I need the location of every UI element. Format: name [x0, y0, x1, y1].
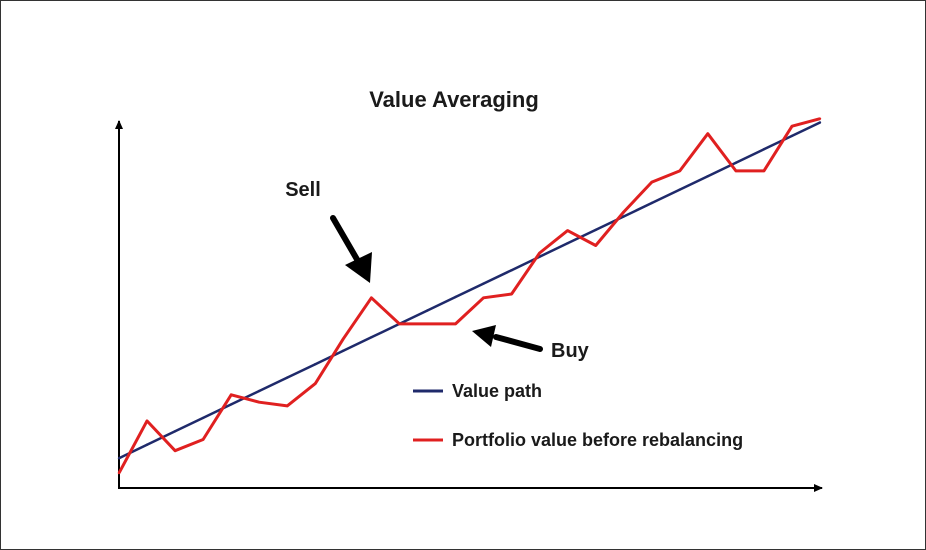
data-point [594, 228, 597, 232]
series-line-portfolio-value [117, 117, 821, 474]
data-point [370, 336, 373, 339]
data-point [538, 251, 541, 255]
data-point [622, 215, 625, 218]
data-point [762, 169, 766, 173]
data-point [454, 295, 457, 299]
data-point [482, 282, 485, 285]
data-point [342, 349, 345, 352]
data-point [734, 161, 738, 164]
data-point [706, 175, 709, 178]
buy-arrow-icon [472, 325, 543, 352]
data-point [398, 322, 401, 326]
data-point [286, 376, 289, 379]
data-point [790, 134, 794, 138]
data-point [566, 242, 569, 245]
legend: Value path Portfolio value before rebala… [413, 381, 743, 450]
data-point [145, 443, 149, 446]
data-point [510, 269, 513, 272]
data-point [230, 393, 233, 396]
data-point [258, 389, 261, 393]
data-point [678, 169, 681, 173]
series-layer [117, 117, 822, 475]
data-point [342, 337, 345, 340]
data-point [145, 419, 149, 423]
sell-annotation: Sell [285, 179, 372, 283]
data-point [426, 309, 429, 312]
data-point [678, 188, 681, 191]
data-point [650, 201, 653, 205]
data-point [622, 210, 625, 214]
data-point [173, 430, 177, 433]
chart-title: Value Averaging [369, 87, 539, 112]
data-point [454, 322, 457, 326]
data-point [201, 438, 205, 441]
data-point [482, 296, 485, 299]
data-point [706, 132, 709, 135]
sell-label: Sell [285, 179, 321, 201]
data-point [790, 125, 794, 128]
data-point [650, 180, 653, 184]
data-point [258, 401, 261, 404]
data-point [314, 382, 317, 385]
data-point [117, 457, 121, 460]
legend-label-value-path: Value path [452, 381, 542, 401]
data-point [818, 121, 822, 124]
data-point [173, 449, 177, 452]
data-point [426, 322, 429, 326]
data-point [510, 292, 513, 296]
data-point [314, 363, 317, 366]
data-point [566, 229, 569, 232]
data-point [734, 169, 738, 173]
data-point [201, 416, 205, 420]
data-point [230, 403, 233, 406]
data-point [117, 471, 121, 475]
data-point [370, 296, 373, 299]
buy-annotation: Buy [472, 325, 590, 362]
data-point [594, 244, 597, 247]
data-point [818, 117, 822, 120]
series-line-value-path [118, 121, 821, 460]
data-point [286, 404, 289, 408]
sell-arrow-icon [330, 215, 372, 283]
buy-label: Buy [551, 340, 590, 362]
legend-label-portfolio-value: Portfolio value before rebalancing [452, 430, 743, 450]
data-point [762, 148, 766, 151]
